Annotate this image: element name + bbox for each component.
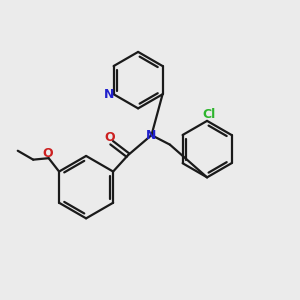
Text: Cl: Cl [202,108,215,121]
Text: O: O [42,147,53,160]
Text: N: N [146,129,157,142]
Text: N: N [104,88,115,101]
Text: O: O [104,131,115,144]
